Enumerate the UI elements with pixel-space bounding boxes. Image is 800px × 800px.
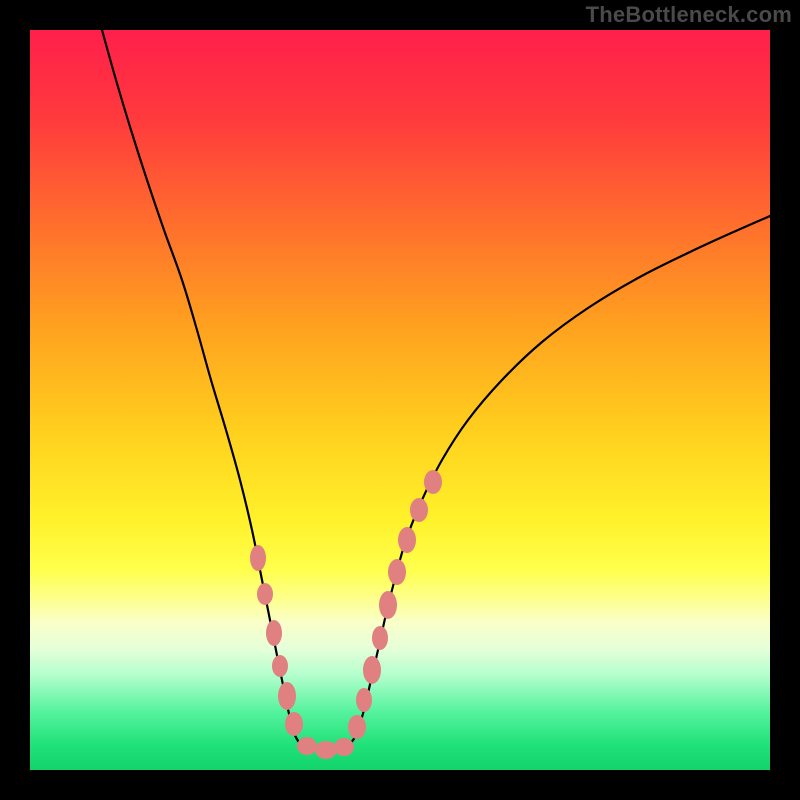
data-marker — [297, 737, 317, 755]
data-marker — [363, 656, 381, 684]
data-marker — [315, 741, 337, 759]
bottleneck-curve-chart — [30, 30, 770, 770]
data-marker — [285, 712, 303, 736]
data-marker — [372, 626, 388, 650]
data-marker — [348, 715, 366, 739]
data-marker — [356, 688, 372, 712]
data-marker — [410, 498, 428, 522]
data-marker — [257, 583, 273, 605]
gradient-background — [30, 30, 770, 770]
data-marker — [272, 655, 288, 677]
data-marker — [334, 738, 354, 756]
data-marker — [424, 470, 442, 494]
data-marker — [250, 545, 266, 571]
plot-area — [30, 30, 770, 770]
data-marker — [278, 682, 296, 710]
data-marker — [266, 620, 282, 646]
watermark-text: TheBottleneck.com — [586, 2, 792, 28]
chart-root: TheBottleneck.com — [0, 0, 800, 800]
data-marker — [388, 559, 406, 585]
data-marker — [398, 527, 416, 553]
data-marker — [379, 591, 397, 619]
